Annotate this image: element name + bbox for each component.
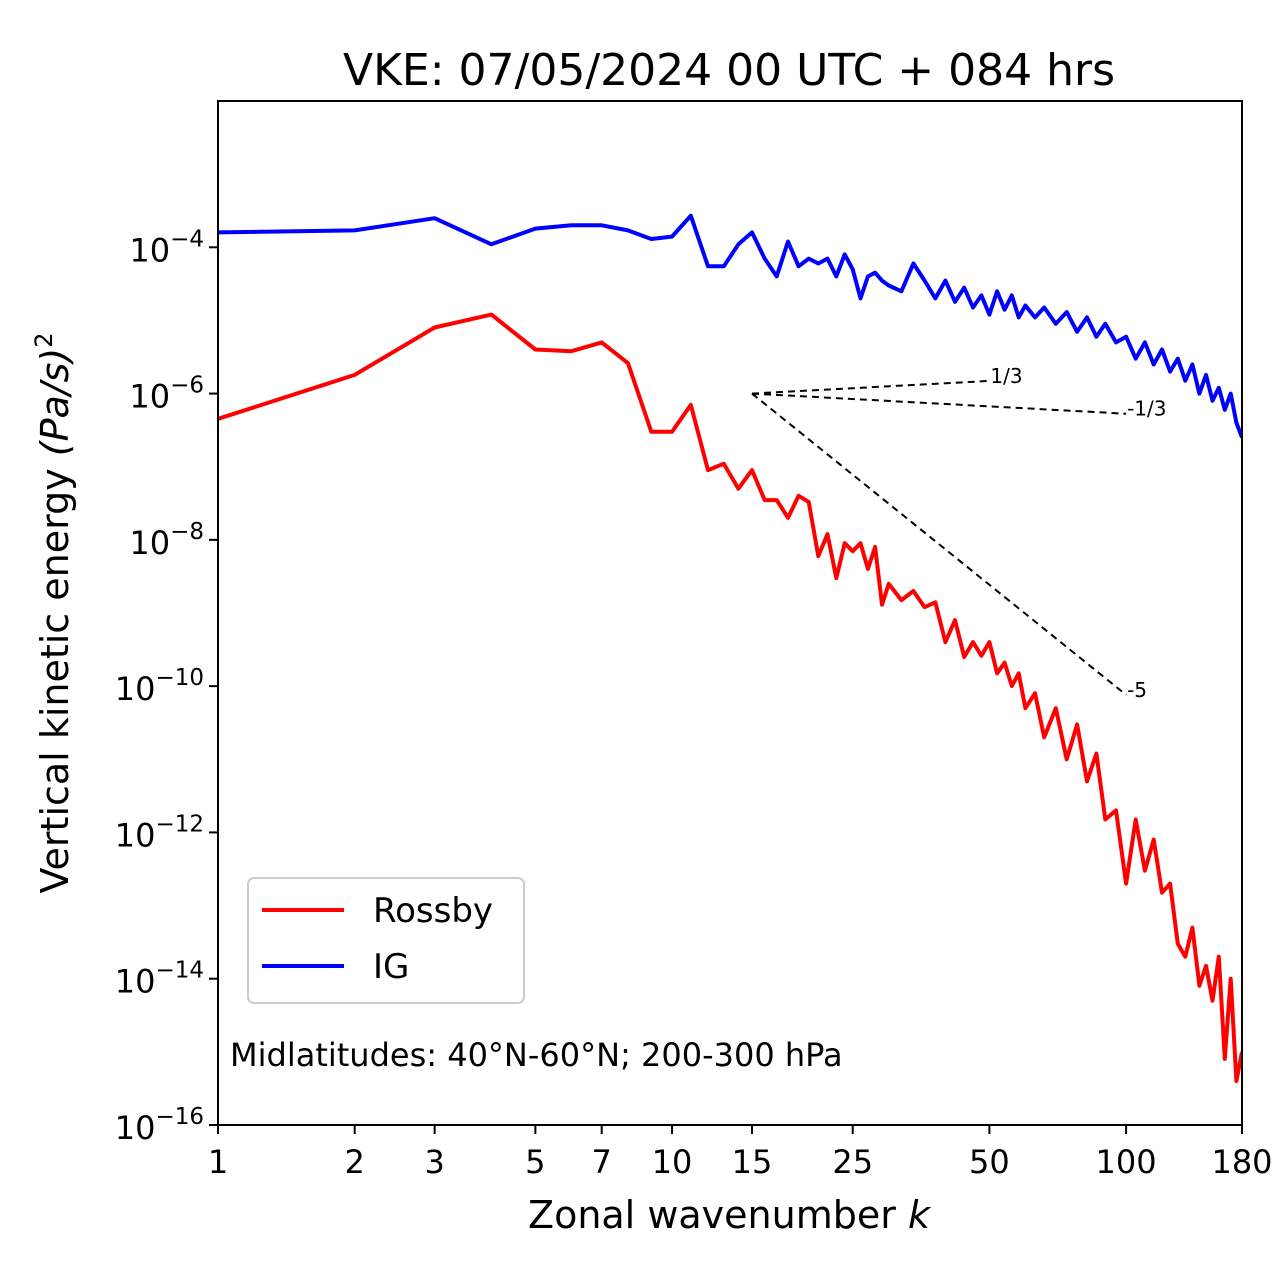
x-tick-label: 25 — [832, 1143, 873, 1181]
x-tick-label: 50 — [969, 1143, 1010, 1181]
series-layer — [218, 213, 1242, 1083]
y-axis-label-unit: (Pa/s) — [33, 348, 77, 456]
reference-slope-line-2 — [751, 392, 1127, 415]
x-axis-label-text: Zonal wavenumber — [528, 1193, 908, 1237]
y-tick-label: 10−12 — [115, 811, 204, 854]
x-tick-label: 1 — [208, 1143, 228, 1181]
x-tick-label: 100 — [1096, 1143, 1157, 1181]
reference-slope-label-2: -1/3 — [1127, 397, 1166, 421]
x-tick-label: 3 — [424, 1143, 444, 1181]
reference-slope-label-1: 1/3 — [990, 364, 1022, 388]
y-tick-label: 10−8 — [129, 519, 204, 562]
x-axis: 1 2 3 5 7 10 15 25 50 100 180 — [208, 1125, 1273, 1181]
x-axis-label-variable: k — [908, 1193, 932, 1237]
x-tick-label: 2 — [345, 1143, 365, 1181]
x-tick-label: 5 — [525, 1143, 545, 1181]
region-annotation: Midlatitudes: 40°N-60°N; 200-300 hPa — [230, 1036, 843, 1074]
series-line-rossby — [218, 312, 1242, 1083]
y-tick-label: 10−4 — [129, 226, 204, 269]
x-tick-label: 10 — [652, 1143, 693, 1181]
x-tick-label: 15 — [732, 1143, 773, 1181]
plot-frame — [217, 100, 1243, 1126]
y-tick-label: 10−10 — [115, 665, 204, 708]
legend-label-ig: IG — [373, 947, 409, 987]
x-tick-label: 180 — [1211, 1143, 1272, 1181]
legend-label-rossby: Rossby — [373, 891, 493, 931]
y-tick-label: 10−16 — [115, 1104, 204, 1147]
series-line-ig — [218, 213, 1242, 439]
y-tick-label: 10−14 — [115, 958, 204, 1001]
reference-slope-label-3: -5 — [1127, 678, 1147, 702]
chart-title: VKE: 07/05/2024 00 UTC + 084 hrs — [343, 45, 1115, 96]
y-axis-label-exponent: 2 — [30, 333, 58, 348]
y-tick-label: 10−6 — [129, 373, 204, 416]
reference-slope-line-3 — [751, 392, 1127, 696]
reference-slopes: 1/3 -1/3 -5 — [751, 364, 1167, 702]
legend: Rossby IG — [247, 877, 525, 1004]
y-axis-label-text: Vertical kinetic energy — [33, 456, 77, 893]
reference-slope-line-1 — [751, 379, 990, 395]
y-axis-label: Vertical kinetic energy (Pa/s)2 — [30, 333, 77, 894]
x-axis-label: Zonal wavenumber k — [528, 1193, 932, 1237]
y-axis: 10−16 10−14 10−12 10−10 10−8 10−6 10−4 — [115, 226, 218, 1147]
x-tick-label: 7 — [592, 1143, 612, 1181]
